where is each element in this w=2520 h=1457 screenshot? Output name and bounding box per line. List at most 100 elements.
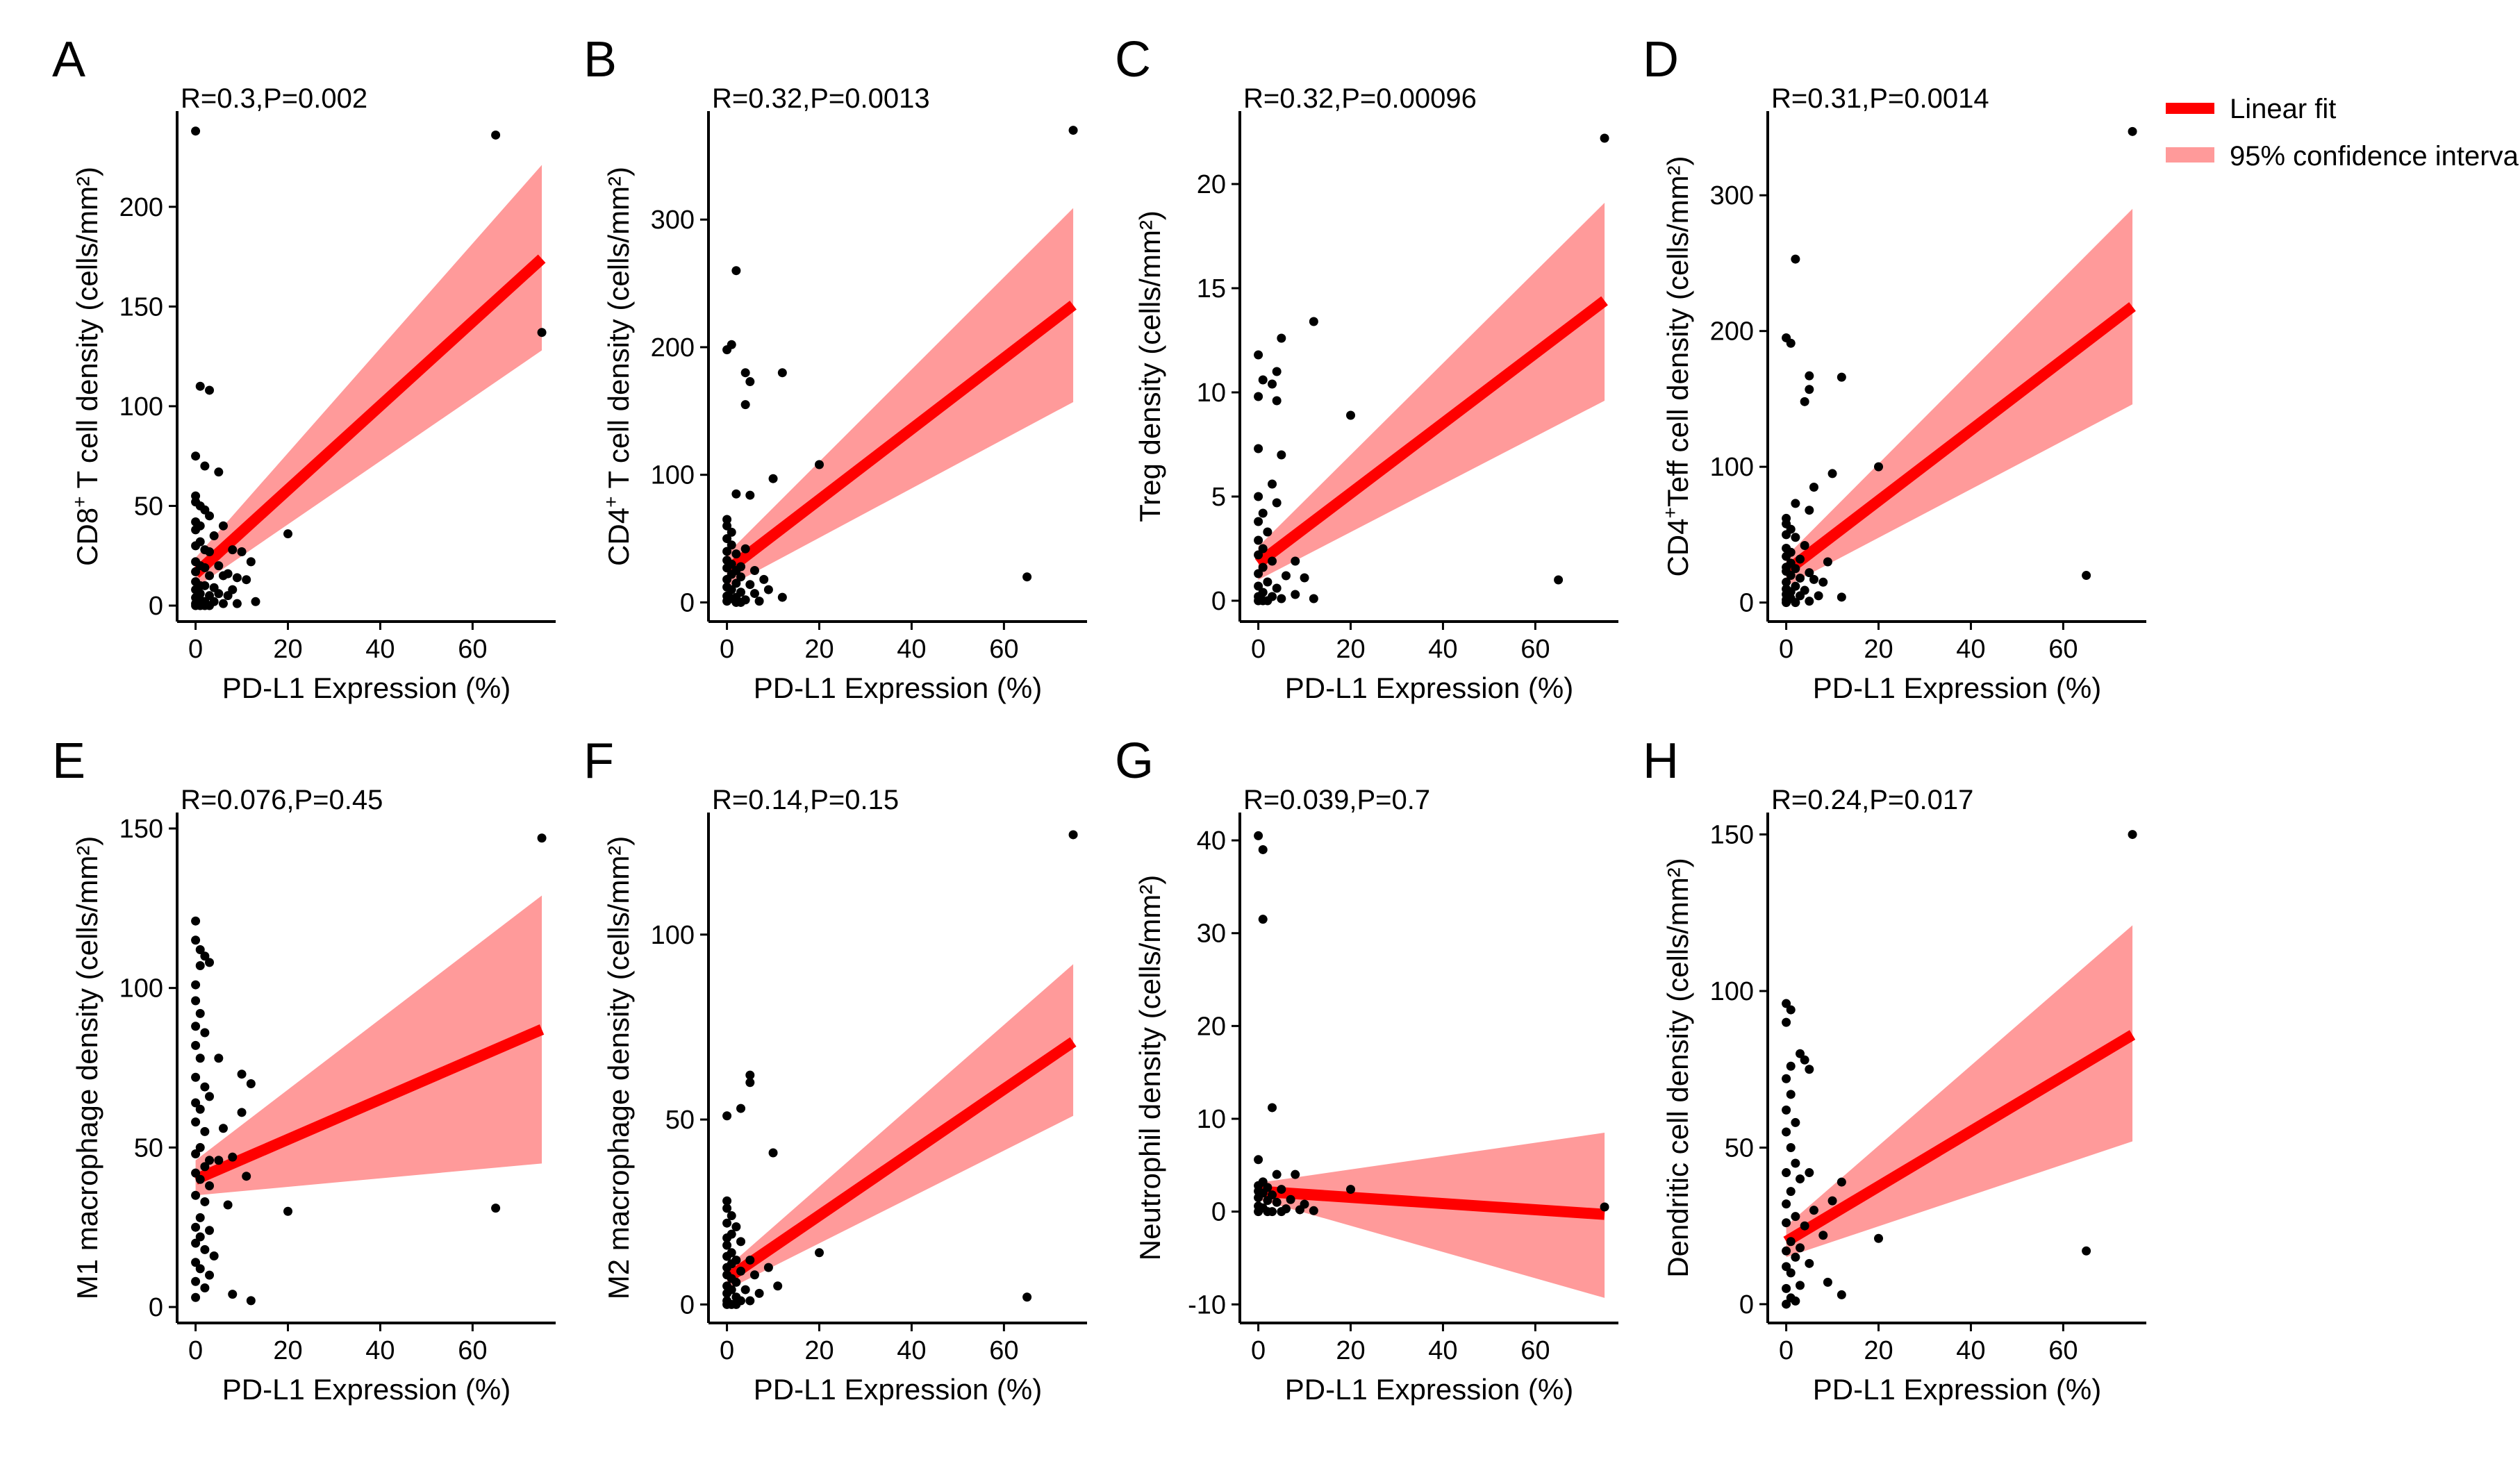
data-point-h-2 <box>1786 1005 1796 1015</box>
y-axis-title-main-a: CD8 <box>71 508 103 566</box>
data-point-h-3 <box>1782 1017 1791 1027</box>
data-point-h-29 <box>1796 1243 1805 1253</box>
data-point-b-19 <box>731 549 741 559</box>
data-point-b-5 <box>745 377 755 387</box>
stat-annotation-f: R=0.14,P=0.15 <box>712 785 899 815</box>
data-point-h-41 <box>1782 1299 1791 1309</box>
data-point-e-9 <box>195 1008 205 1018</box>
data-point-b-34 <box>727 585 736 594</box>
panel-letter-d: D <box>1643 32 1679 88</box>
data-point-c-2 <box>1277 333 1286 343</box>
y-tick-label-f-0: 0 <box>680 1290 695 1319</box>
x-axis-title-c: PD-L1 Expression (%) <box>1285 672 1573 704</box>
x-tick-label-c-40: 40 <box>1428 635 1457 664</box>
data-point-g-29 <box>1277 1207 1286 1217</box>
panel-letter-c: C <box>1115 32 1151 88</box>
data-point-f-17 <box>722 1251 732 1261</box>
x-axis-title-d: PD-L1 Expression (%) <box>1813 672 2101 704</box>
data-point-e-50 <box>205 1270 215 1280</box>
fit-line-h <box>1783 1030 2136 1247</box>
data-point-e-19 <box>205 1092 215 1101</box>
data-point-f-1 <box>745 1070 755 1080</box>
data-point-e-38 <box>223 1200 233 1210</box>
data-point-b-17 <box>740 544 750 553</box>
y-tick-label-g-0: 0 <box>1211 1198 1226 1227</box>
data-point-e-24 <box>200 1126 210 1136</box>
fit-line-a <box>192 254 546 578</box>
y-tick-label-c-15: 15 <box>1197 274 1226 303</box>
data-point-e-5 <box>205 958 215 967</box>
panel-letter-e: E <box>52 733 85 789</box>
data-point-b-46 <box>754 597 764 606</box>
x-tick-label-a-60: 60 <box>458 635 487 664</box>
data-point-a-30 <box>191 567 201 576</box>
confidence-band-g <box>1258 1133 1605 1298</box>
confidence-band-a <box>195 165 542 588</box>
stat-annotation-c: R=0.32,P=0.00096 <box>1243 83 1477 114</box>
data-point-b-11 <box>745 490 755 500</box>
data-point-f-7 <box>722 1204 732 1213</box>
data-point-h-27 <box>1874 1233 1884 1243</box>
data-point-a-7 <box>214 467 224 477</box>
data-point-b-1 <box>731 266 741 276</box>
x-axis-title-a: PD-L1 Expression (%) <box>222 672 511 704</box>
y-tick-label-e-100: 100 <box>119 974 163 1004</box>
data-point-a-5 <box>191 451 201 461</box>
data-point-h-26 <box>1818 1231 1828 1240</box>
data-point-c-19 <box>1258 544 1268 553</box>
data-point-h-32 <box>1791 1252 1800 1262</box>
y-tick-label-b-0: 0 <box>680 588 695 617</box>
data-point-c-30 <box>1272 583 1282 593</box>
data-point-b-25 <box>749 566 759 575</box>
data-point-f-31 <box>740 1285 750 1294</box>
chart-panel-f: F R=0.14,P=0.15 0 20 40 60 0 50 100 PD-L1 Express… <box>583 733 1087 1406</box>
chart-panel-a: A R=0.3,P=0.002 0 20 40 60 0 50 100 150 200 PD-L1 E… <box>52 32 556 704</box>
y-axis-title-sup-d: + <box>1659 507 1681 518</box>
data-point-f-3 <box>736 1104 746 1113</box>
data-point-e-40 <box>491 1204 501 1213</box>
data-point-f-14 <box>722 1240 732 1250</box>
data-point-e-41 <box>195 1213 205 1222</box>
data-point-g-27 <box>1600 1202 1609 1212</box>
x-tick-label-f-60: 60 <box>989 1336 1018 1365</box>
data-point-e-12 <box>191 1040 201 1050</box>
panel-letter-b: B <box>583 32 617 88</box>
data-point-c-23 <box>1258 563 1268 572</box>
y-axis-title-main-g: Neutrophil density (cells/mm²) <box>1134 875 1166 1260</box>
y-axis-title-b: CD4+ T cell density (cells/mm²) <box>600 167 635 566</box>
x-tick-label-h-60: 60 <box>2048 1336 2078 1365</box>
data-point-h-31 <box>2082 1246 2091 1256</box>
data-point-b-37 <box>749 589 759 599</box>
data-point-g-15 <box>1254 1193 1263 1203</box>
stat-annotation-a: R=0.3,P=0.002 <box>181 83 367 114</box>
data-point-e-45 <box>191 1238 201 1248</box>
x-tick-label-a-0: 0 <box>188 635 203 664</box>
y-axis-title-main-h: Dendritic cell density (cells/mm²) <box>1661 858 1694 1277</box>
legend-ci-swatch <box>2166 147 2214 163</box>
data-point-g-18 <box>1272 1197 1282 1207</box>
y-axis-title-f: M2 macrophage density (cells/mm²) <box>602 836 635 1300</box>
data-point-g-4 <box>1254 1155 1263 1165</box>
x-tick-label-d-40: 40 <box>1956 635 1985 664</box>
data-point-a-34 <box>232 573 242 583</box>
y-tick-label-c-0: 0 <box>1211 587 1226 616</box>
chart-panel-h: H R=0.24,P=0.017 0 20 40 60 0 50 100 150 PD-L1 Exp… <box>1643 733 2146 1406</box>
data-point-c-17 <box>1263 527 1273 537</box>
x-tick-label-b-20: 20 <box>804 635 834 664</box>
data-point-e-16 <box>191 1072 201 1082</box>
x-tick-label-g-0: 0 <box>1251 1336 1266 1365</box>
data-point-e-55 <box>246 1296 256 1306</box>
data-point-e-42 <box>191 1222 201 1232</box>
data-point-a-52 <box>232 599 242 608</box>
data-point-h-33 <box>1805 1258 1814 1268</box>
data-point-e-0 <box>537 833 547 843</box>
data-point-f-40 <box>745 1296 755 1306</box>
data-point-f-2 <box>745 1078 755 1088</box>
stat-annotation-e: R=0.076,P=0.45 <box>181 785 383 815</box>
data-point-b-32 <box>745 580 755 590</box>
data-point-e-1 <box>191 916 201 926</box>
data-point-e-35 <box>205 1181 215 1190</box>
data-point-c-25 <box>1281 571 1291 581</box>
data-point-b-12 <box>722 515 732 524</box>
data-point-d-21 <box>1782 551 1791 561</box>
